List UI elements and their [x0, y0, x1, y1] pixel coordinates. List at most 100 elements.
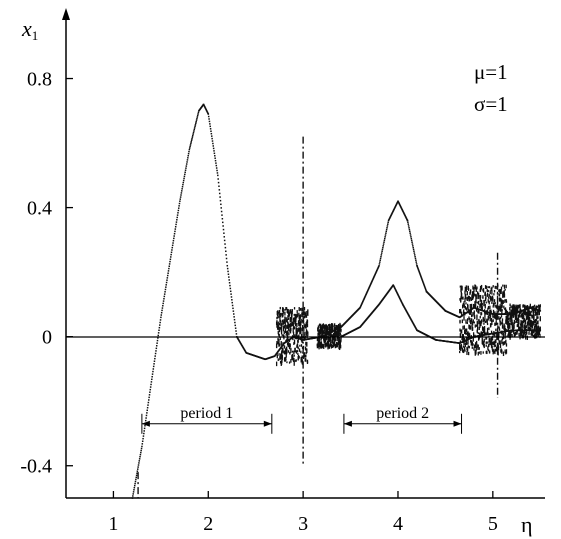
- band-point: [482, 351, 484, 354]
- band-point: [292, 356, 294, 361]
- band-point: [471, 321, 474, 326]
- band-point: [336, 338, 338, 342]
- band-point: [480, 307, 482, 310]
- band-point: [479, 294, 482, 299]
- band-point: [303, 310, 305, 316]
- series-point: [159, 321, 161, 324]
- band-point: [278, 339, 280, 342]
- band-point: [506, 328, 508, 332]
- band-point: [320, 343, 323, 346]
- band-point: [498, 332, 500, 335]
- band-point: [535, 309, 537, 314]
- band-point: [498, 333, 500, 338]
- series-point: [138, 458, 141, 460]
- band-point: [300, 327, 302, 331]
- series-point: [190, 142, 192, 145]
- band-point: [484, 332, 486, 335]
- band-point: [513, 324, 515, 329]
- band-point: [298, 314, 300, 320]
- series-point: [385, 228, 388, 231]
- band-point: [282, 342, 284, 346]
- band-point: [338, 342, 340, 346]
- series-point: [211, 137, 213, 140]
- series-point: [424, 288, 427, 291]
- band-point: [505, 319, 507, 323]
- series-point: [163, 293, 166, 295]
- band-point: [484, 285, 487, 289]
- series-point: [214, 157, 216, 159]
- series-point: [181, 188, 183, 190]
- band-point: [479, 322, 481, 326]
- band-point: [280, 323, 282, 327]
- series-point: [148, 396, 150, 399]
- series-point: [413, 250, 415, 253]
- series-point: [407, 223, 410, 225]
- series-point: [404, 215, 406, 217]
- band-point: [298, 355, 300, 359]
- series-point: [376, 270, 378, 272]
- band-point: [530, 322, 532, 327]
- band-point: [520, 329, 523, 333]
- band-point: [324, 336, 326, 341]
- series-point: [399, 205, 402, 208]
- band-point: [296, 323, 298, 328]
- series-point: [150, 381, 153, 383]
- band-point: [472, 285, 474, 290]
- series-point: [195, 120, 197, 123]
- band-point: [463, 340, 465, 344]
- band-point: [304, 331, 306, 337]
- series-point: [401, 208, 403, 210]
- series-point: [146, 412, 148, 414]
- band-point: [528, 331, 530, 335]
- band-point: [285, 307, 287, 311]
- band-point: [279, 357, 281, 361]
- band-point: [339, 340, 341, 346]
- band-point: [326, 342, 329, 347]
- band-point: [510, 331, 512, 334]
- series-point: [171, 246, 174, 249]
- band-point: [492, 297, 494, 302]
- series-point: [229, 290, 232, 293]
- band-point: [486, 319, 488, 324]
- series-point: [170, 253, 172, 256]
- band-point: [525, 328, 528, 331]
- band-point: [306, 359, 309, 364]
- band-point: [510, 315, 512, 320]
- band-point: [481, 306, 483, 311]
- band-point: [493, 348, 495, 353]
- band-point: [336, 327, 338, 330]
- band-point: [499, 309, 502, 312]
- series-point: [229, 287, 232, 290]
- series-point: [375, 270, 378, 273]
- band-point: [463, 316, 465, 321]
- series-point: [160, 314, 163, 316]
- band-point: [324, 336, 327, 341]
- chaotic-band: [459, 284, 508, 357]
- band-point: [536, 321, 538, 325]
- band-point: [333, 342, 335, 347]
- series-point: [143, 427, 146, 430]
- band-point: [490, 323, 492, 326]
- band-point: [505, 343, 508, 347]
- band-point: [474, 344, 477, 348]
- band-point: [289, 329, 292, 334]
- series-point: [155, 347, 158, 350]
- band-point: [480, 351, 482, 355]
- band-point: [490, 344, 493, 348]
- band-point: [482, 318, 484, 322]
- series-point: [388, 218, 391, 220]
- series-point: [212, 145, 215, 147]
- band-point: [499, 318, 501, 322]
- series-point: [423, 285, 426, 288]
- band-point: [514, 317, 517, 321]
- band-point: [292, 319, 294, 324]
- band-point: [469, 326, 472, 330]
- x-tick-label: 3: [298, 513, 308, 535]
- series-point: [143, 430, 145, 432]
- band-point: [329, 324, 331, 329]
- band-point: [484, 310, 487, 315]
- series-point: [401, 302, 403, 304]
- band-point: [278, 326, 280, 331]
- band-point: [459, 298, 461, 301]
- band-point: [515, 313, 517, 317]
